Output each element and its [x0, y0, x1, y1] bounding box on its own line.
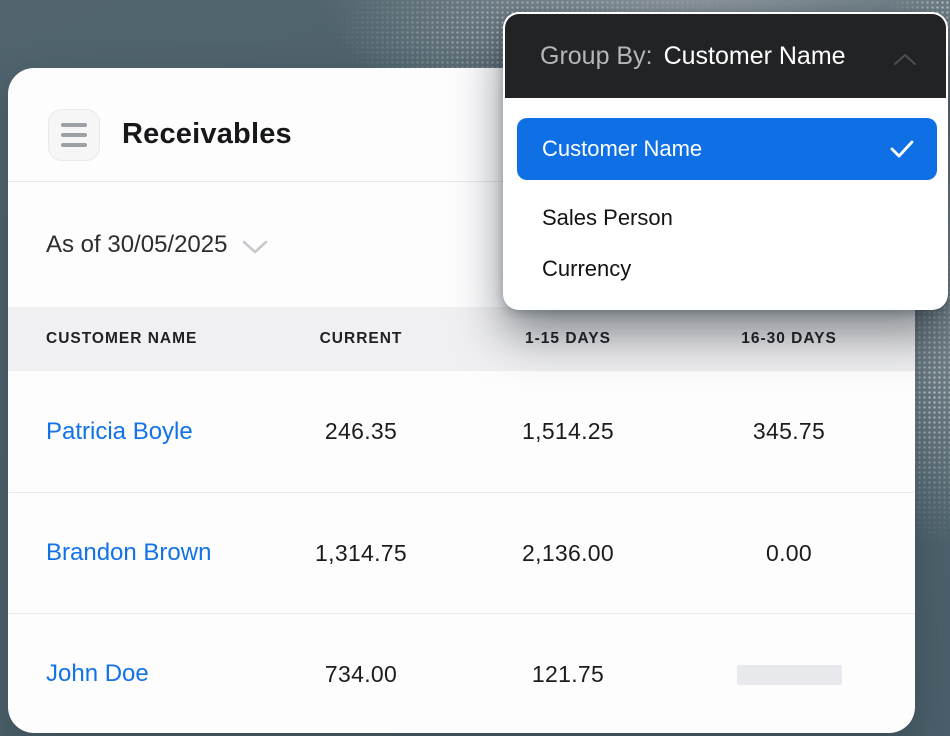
current-amount: 734.00	[324, 660, 398, 687]
customer-name-link[interactable]: John Doe	[46, 660, 149, 687]
days-1-15-amount: 2,136.00	[522, 539, 614, 566]
option-customer-name[interactable]: Customer Name	[517, 118, 937, 180]
table-row: Patricia Boyle 246.35 1,514.25 345.75	[8, 371, 915, 492]
column-header-customer-name: CUSTOMER NAME	[46, 330, 198, 347]
days-1-15-amount: 121.75	[531, 660, 605, 687]
as-of-date-label: As of 30/05/2025	[46, 230, 228, 258]
customer-name-link[interactable]: Patricia Boyle	[46, 417, 193, 445]
page-title: Receivables	[122, 118, 292, 150]
column-header-current: CURRENT	[319, 330, 403, 347]
group-by-dropdown-panel: Group By: Customer Name Customer Name Sa…	[503, 12, 948, 310]
report-header: Receivables	[8, 68, 915, 182]
hamburger-menu-button[interactable]	[48, 108, 100, 161]
option-sales-person[interactable]: Sales Person	[517, 192, 937, 243]
table-header-row: CUSTOMER NAME CURRENT 1-15 DAYS 16-30 DA…	[8, 307, 915, 371]
loading-placeholder-bar	[736, 665, 842, 686]
as-of-date-filter[interactable]: As of 30/05/2025	[8, 182, 915, 307]
group-by-options-list: Customer Name Sales Person Currency	[503, 98, 948, 294]
group-by-label: Group By:	[540, 41, 653, 70]
option-label: Currency	[542, 255, 632, 281]
option-label: Sales Person	[542, 204, 673, 230]
chevron-up-icon[interactable]	[892, 52, 918, 67]
chevron-down-icon[interactable]	[242, 239, 268, 255]
column-header-16-30-days: 16-30 DAYS	[741, 330, 837, 347]
group-by-selected-value: Customer Name	[663, 41, 846, 70]
current-amount: 1,314.75	[315, 539, 407, 566]
days-16-30-loading-cell	[674, 661, 904, 688]
table-row: Brandon Brown 1,314.75 2,136.00 0.00	[8, 492, 915, 613]
check-icon	[890, 140, 914, 158]
current-amount: 246.35	[324, 418, 398, 444]
group-by-header[interactable]: Group By: Customer Name	[505, 14, 946, 98]
option-label: Customer Name	[542, 136, 703, 161]
column-header-1-15-days: 1-15 DAYS	[525, 330, 611, 347]
days-16-30-amount: 345.75	[752, 418, 826, 444]
days-1-15-amount: 1,514.25	[522, 418, 614, 444]
table-row: John Doe 734.00 121.75	[8, 613, 915, 733]
days-16-30-amount: 0.00	[766, 539, 812, 566]
hamburger-icon	[61, 122, 87, 127]
customer-name-link[interactable]: Brandon Brown	[46, 539, 212, 566]
option-currency[interactable]: Currency	[517, 243, 937, 294]
